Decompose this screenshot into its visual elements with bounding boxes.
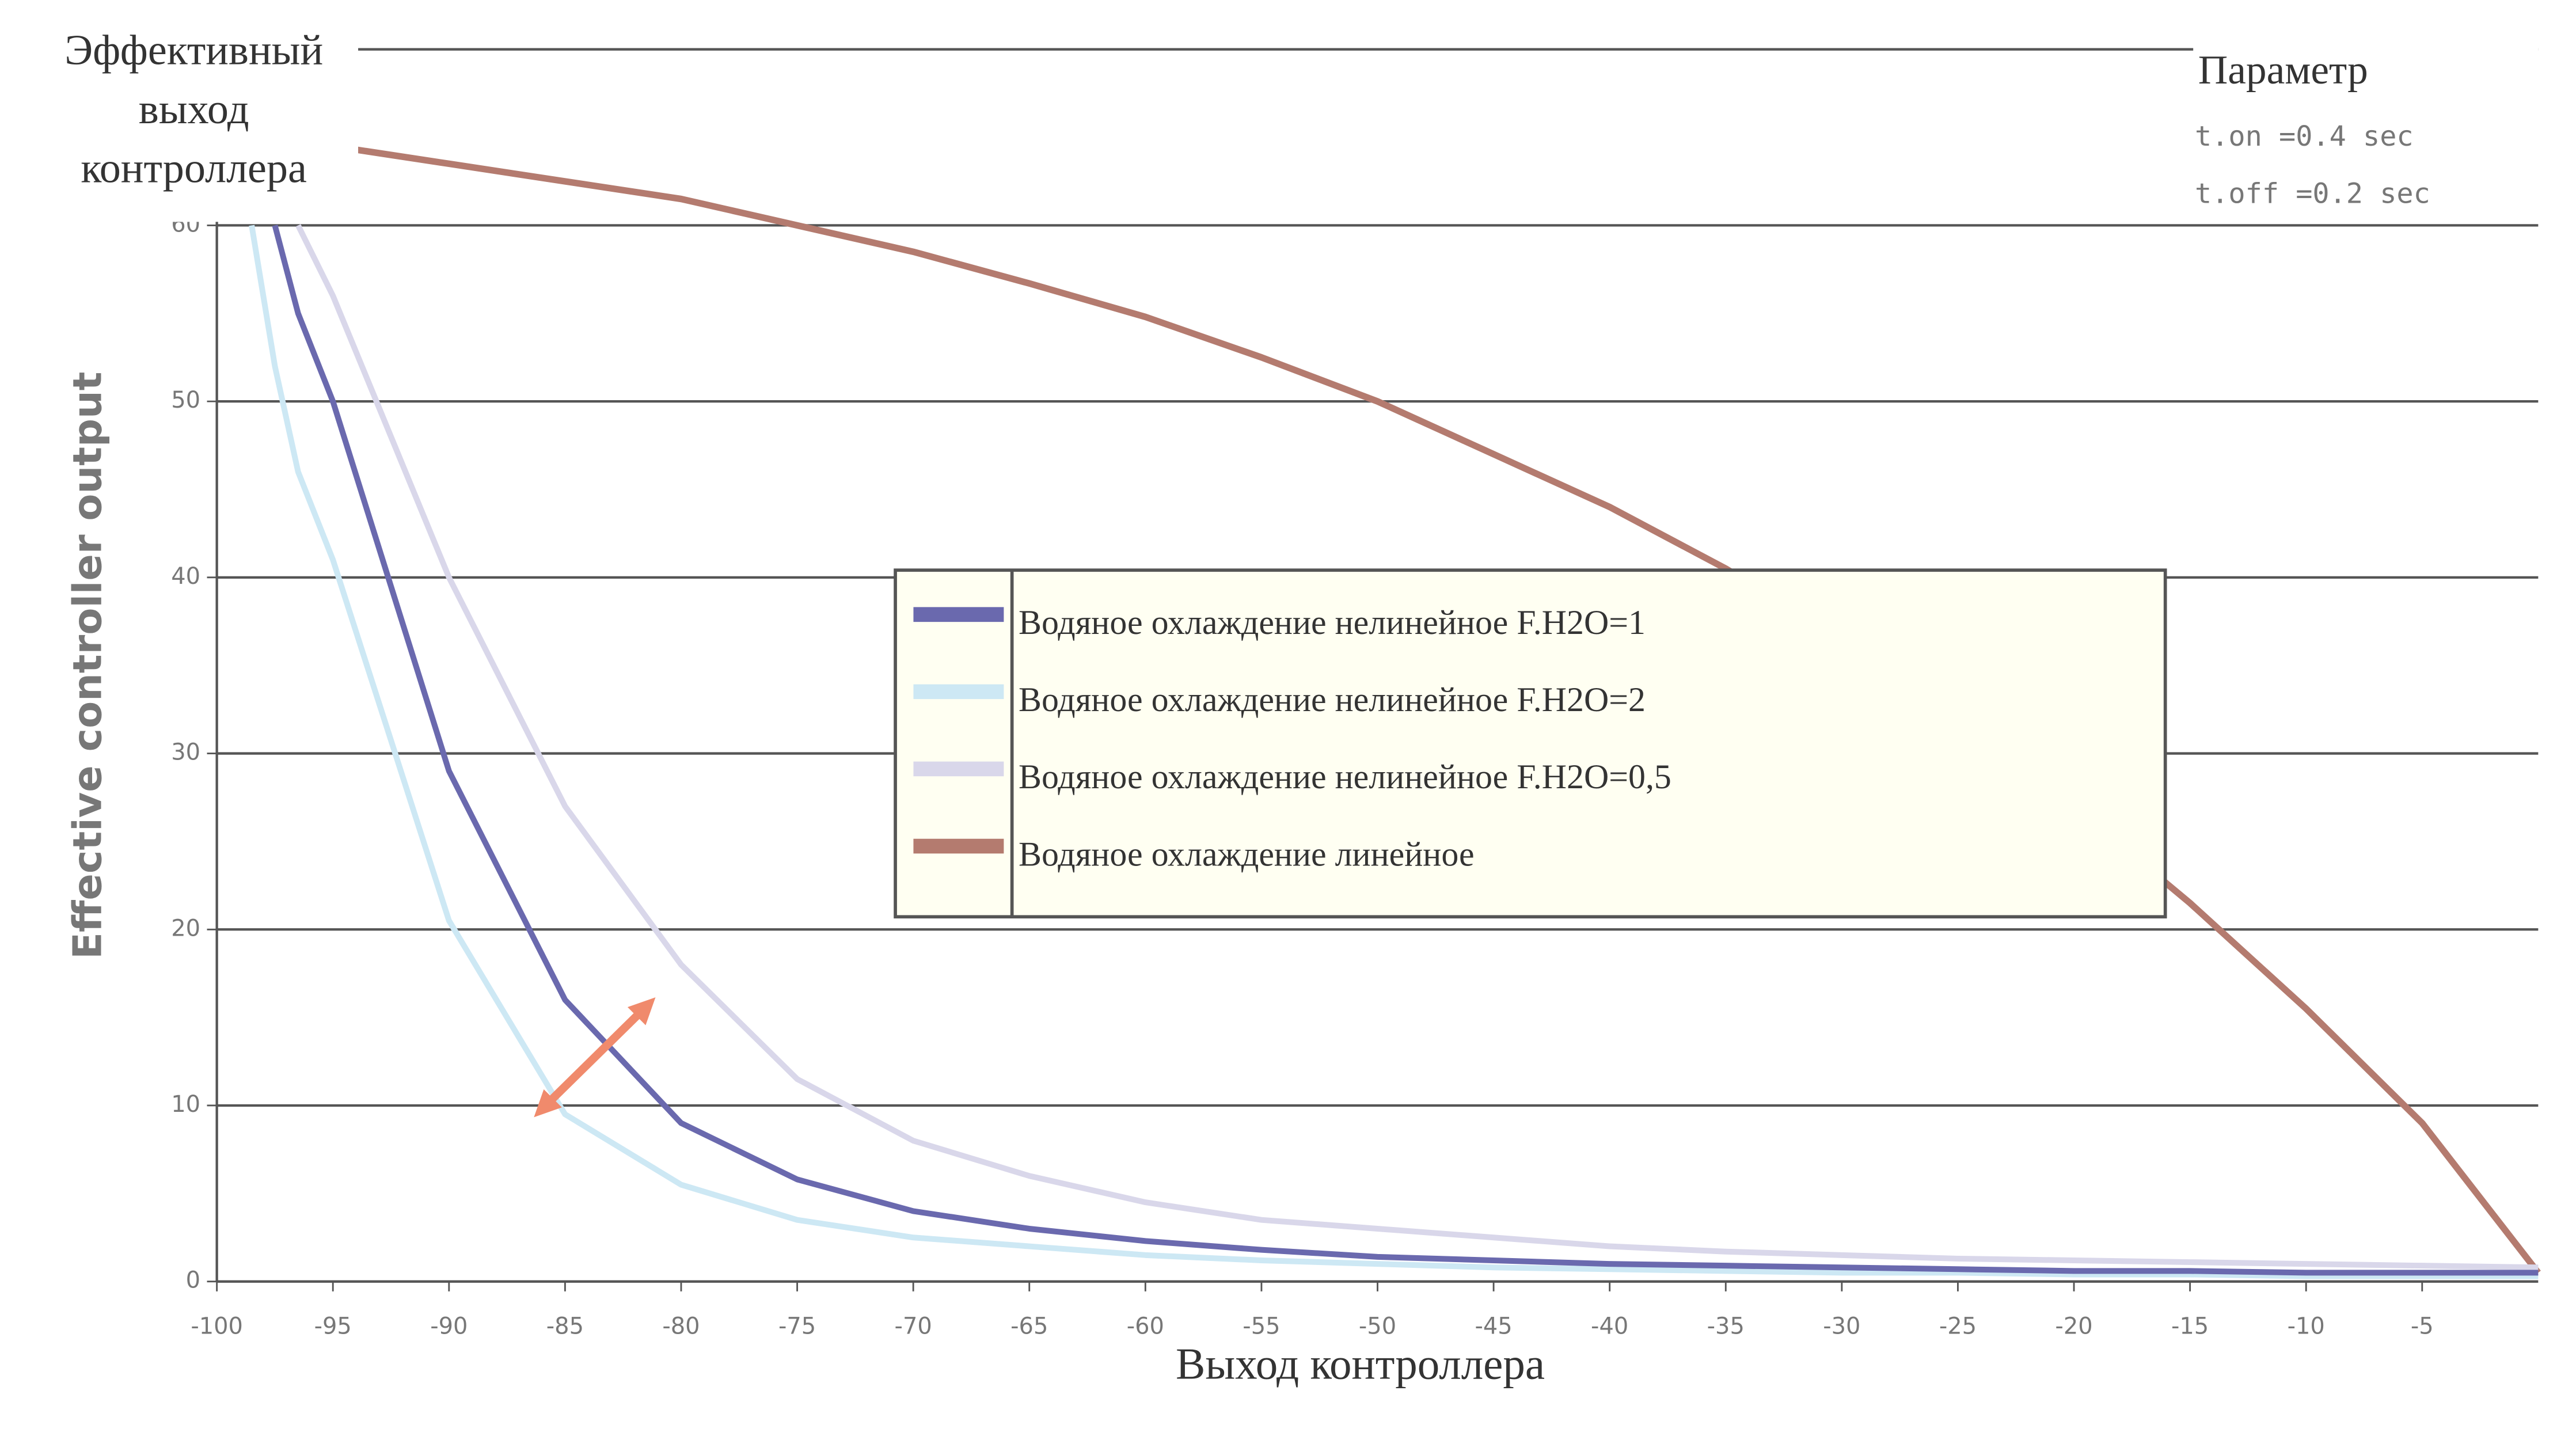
arrow-shaft [542,1005,647,1109]
x-tick-label: -90 [430,1313,468,1340]
x-tick-label: -75 [778,1313,816,1340]
x-tick-label: -45 [1475,1313,1512,1340]
series-line [272,225,2539,1276]
legend [894,568,2167,919]
chart-title: Эффективный выход контроллера [64,26,323,192]
parameter-title: Параметр [2198,47,2368,93]
x-tick-label: -35 [1707,1313,1745,1340]
y-tick-label: 30 [171,739,200,766]
x-tick-label: -25 [1939,1313,1977,1340]
y-tick-label: 0 [186,1267,200,1294]
parameter-box [2193,41,2539,222]
x-tick-label: -15 [2171,1313,2209,1340]
title-box [33,24,359,222]
y-tick-label: 40 [171,563,200,590]
x-tick-label: -55 [1243,1313,1280,1340]
legend-label: Водяное охлаждение линейное [1019,835,1475,873]
y-tick-label: 20 [171,915,200,941]
x-tick-label: -20 [2055,1313,2092,1340]
legend-label: Водяное охлаждение нелинейное F.H2O=1 [1019,603,1646,641]
series-line [249,225,2539,1279]
x-tick-label: -80 [662,1313,700,1340]
x-axis-label: Выход контроллера [1176,1339,1545,1389]
x-tick-label: -70 [895,1313,932,1340]
legend-entries: Водяное охлаждение нелинейное F.H2O=1 Вод… [913,603,1671,873]
x-label-box [1142,1339,1799,1430]
arrow-head [627,997,656,1025]
x-tick-label: -100 [191,1313,243,1340]
x-tick-label: -60 [1127,1313,1164,1340]
x-tick-label: -65 [1010,1313,1048,1340]
title-line: контроллера [81,145,307,192]
y-axis-label: Effective controller output [64,372,111,959]
arrow-annotation [534,997,656,1118]
parameter-line: t.on =0.4 sec [2195,120,2414,153]
x-tick-label: -10 [2288,1313,2325,1340]
series-line [295,224,2539,1271]
title-line: Эффективный [64,26,323,74]
x-tick-label: -40 [1591,1313,1628,1340]
y-tick-label: 10 [171,1091,200,1118]
legend-label: Водяное охлаждение нелинейное F.H2O=2 [1019,681,1646,719]
x-tick-label: -95 [314,1313,352,1340]
parameter-line: t.off =0.2 sec [2195,178,2430,210]
x-tick-label: -5 [2411,1313,2434,1340]
x-tick-label: -30 [1823,1313,1860,1340]
legend-label: Водяное охлаждение нелинейное F.H2O=0,5 [1019,758,1671,796]
x-tick-label: -50 [1359,1313,1396,1340]
title-line: выход [139,86,249,133]
x-tick-label: -85 [546,1313,584,1340]
arrow-head [534,1089,562,1118]
y-tick-label: 50 [171,387,200,413]
